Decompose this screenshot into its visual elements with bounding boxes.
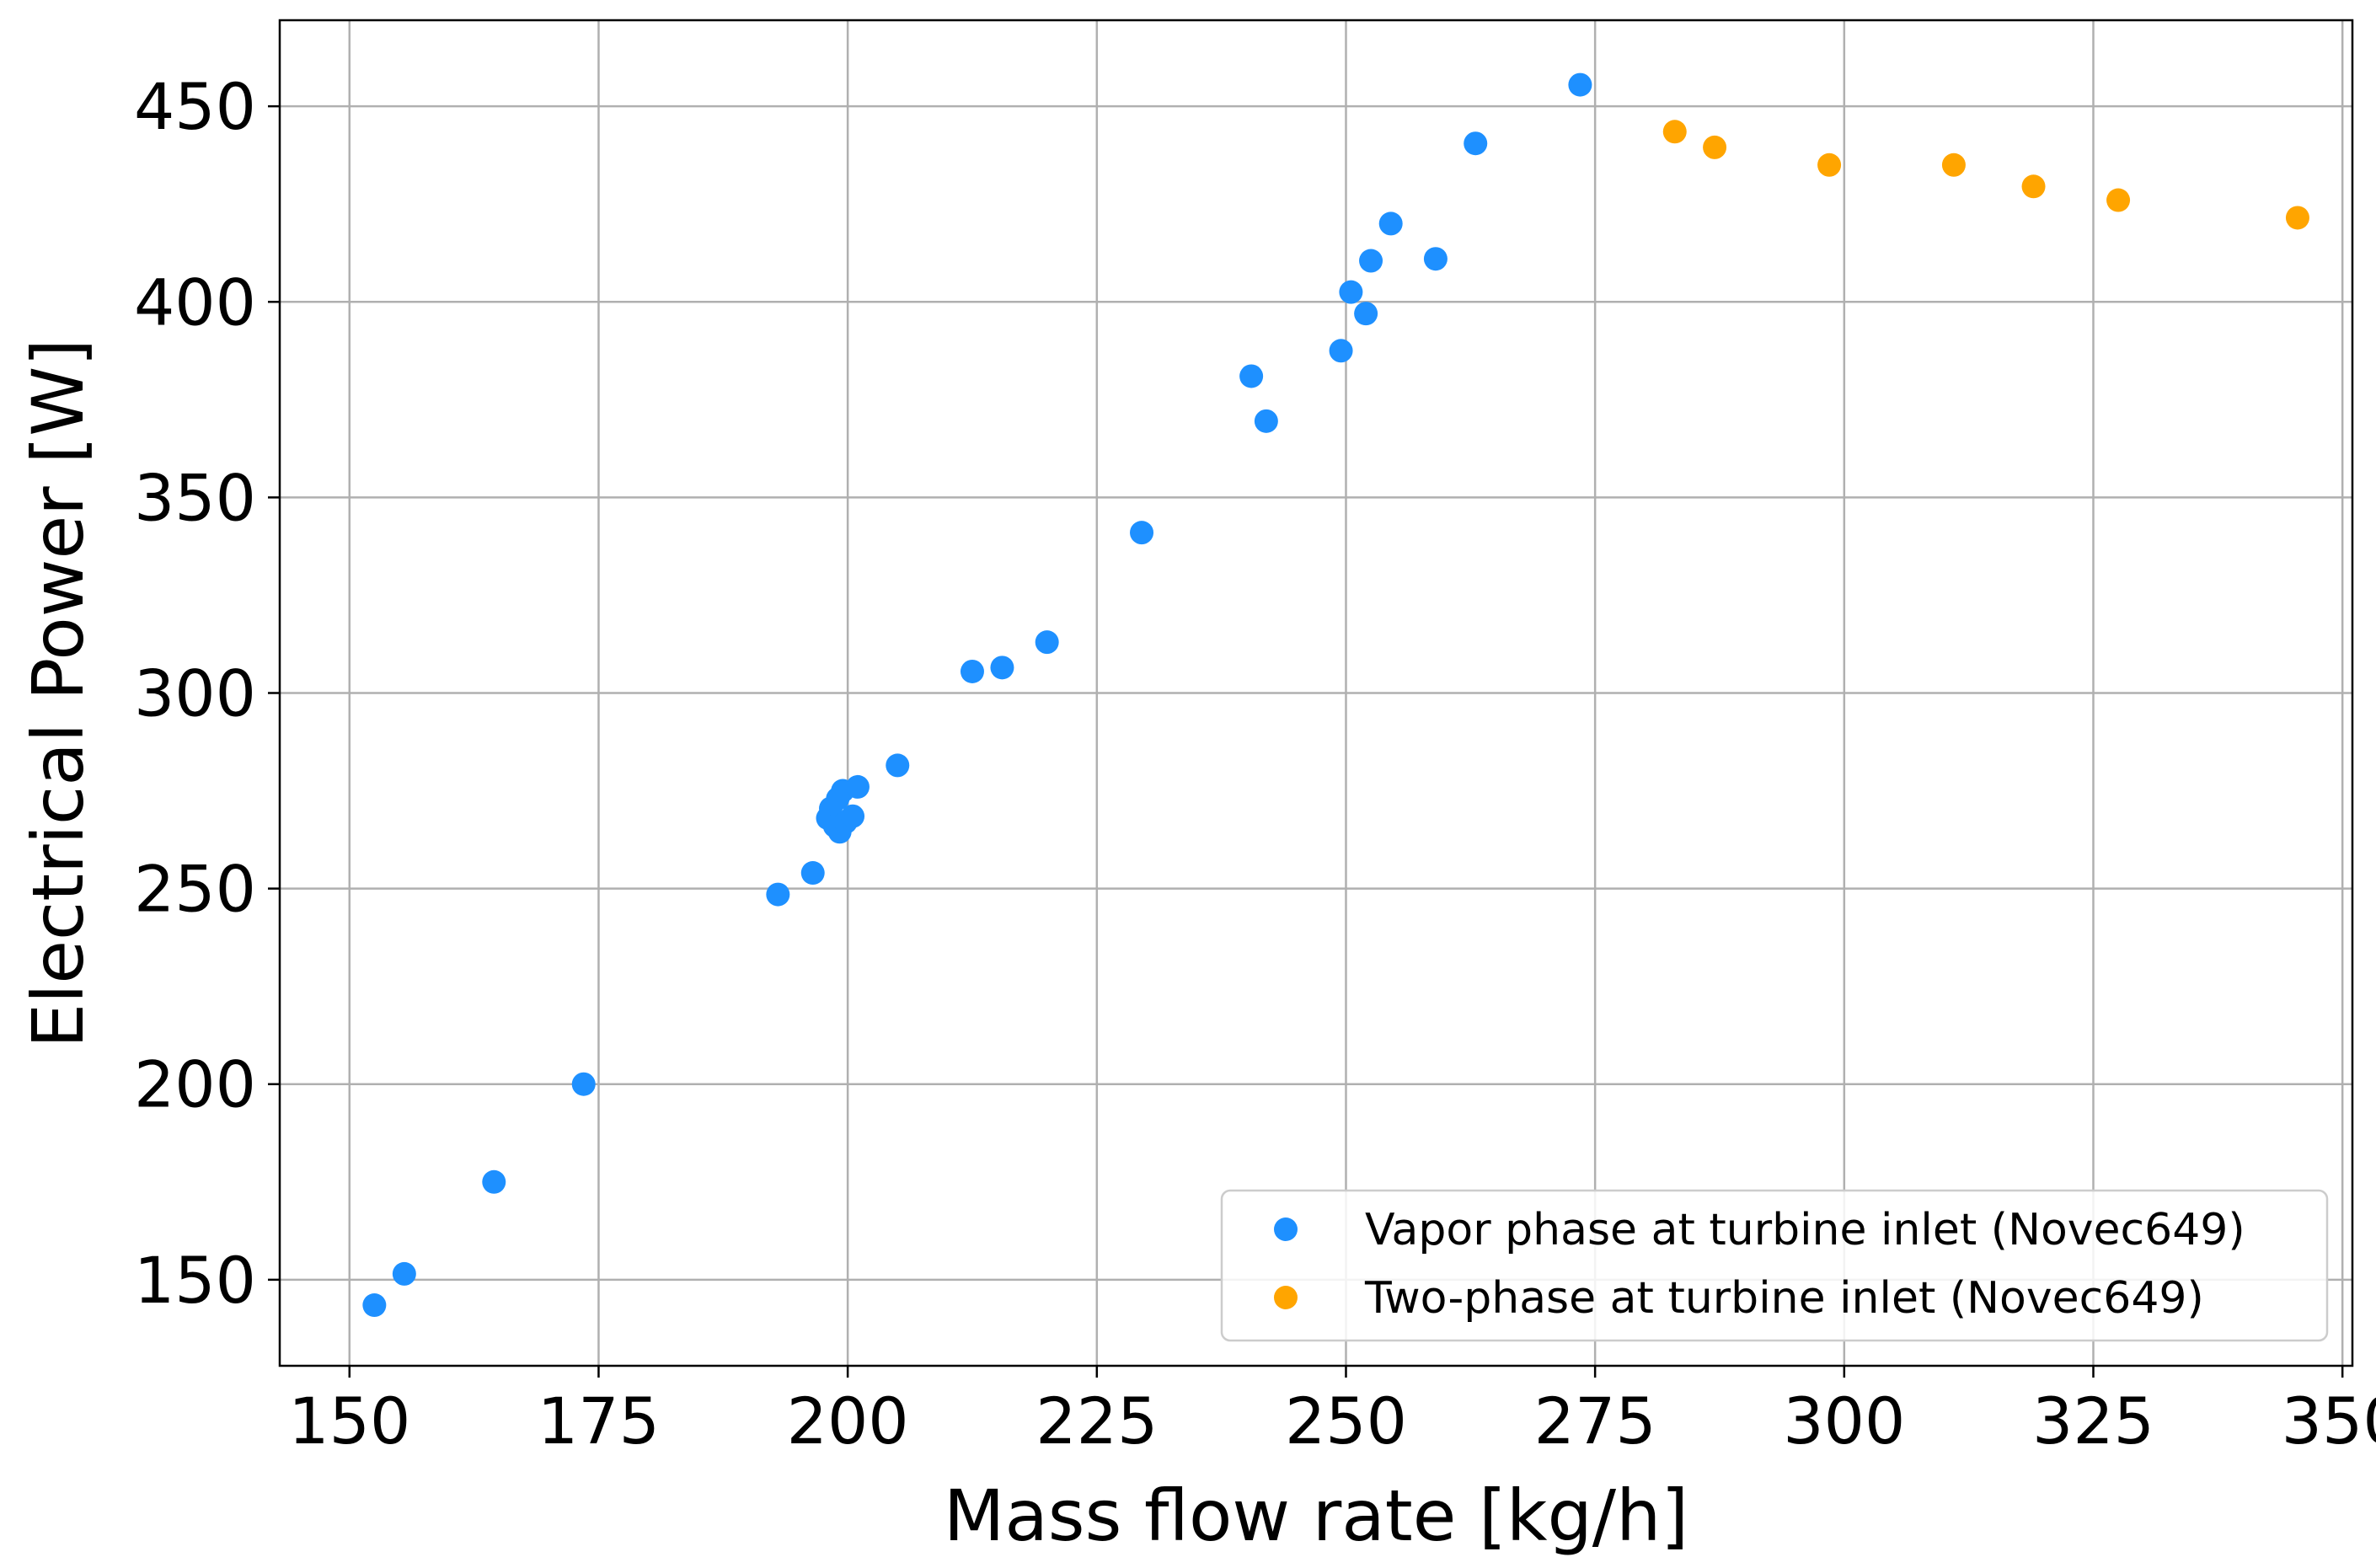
data-points bbox=[362, 72, 2309, 1318]
data-point-two-phase bbox=[1941, 153, 1966, 177]
y-axis-ticks: 150 200 250 300 350 400 450 bbox=[134, 69, 280, 1318]
data-point-vapor bbox=[1239, 364, 1264, 388]
data-point-vapor bbox=[990, 656, 1014, 680]
x-axis-label: Mass flow rate [kg/h] bbox=[944, 1474, 1688, 1557]
data-point-vapor bbox=[845, 774, 870, 799]
y-tick-label: 250 bbox=[134, 852, 256, 927]
data-point-vapor bbox=[1359, 249, 1383, 273]
y-tick-label: 450 bbox=[134, 69, 256, 144]
data-point-two-phase bbox=[1817, 153, 1842, 177]
data-point-vapor bbox=[1464, 131, 1488, 156]
legend: Vapor phase at turbine inlet (Novec649) … bbox=[1220, 1189, 2329, 1342]
y-tick-label: 200 bbox=[134, 1047, 256, 1122]
data-point-vapor bbox=[800, 861, 825, 886]
x-tick-label: 175 bbox=[538, 1383, 660, 1458]
x-tick-label: 225 bbox=[1035, 1383, 1158, 1458]
data-point-vapor bbox=[886, 753, 910, 778]
x-tick-label: 250 bbox=[1285, 1383, 1407, 1458]
data-point-vapor bbox=[482, 1169, 506, 1194]
legend-marker-two-phase bbox=[1274, 1286, 1298, 1309]
data-point-two-phase bbox=[2106, 188, 2131, 212]
x-tick-label: 350 bbox=[2282, 1383, 2376, 1458]
data-point-two-phase bbox=[2285, 206, 2309, 230]
data-point-vapor bbox=[1130, 521, 1154, 545]
y-tick-label: 150 bbox=[134, 1243, 256, 1318]
data-point-vapor bbox=[362, 1293, 387, 1318]
data-point-vapor bbox=[1423, 247, 1448, 271]
x-axis-ticks: 150 175 200 225 250 275 300 325 350 bbox=[288, 1366, 2376, 1458]
data-point-two-phase bbox=[1662, 120, 1687, 144]
data-point-vapor bbox=[1254, 409, 1278, 433]
x-tick-label: 275 bbox=[1534, 1383, 1656, 1458]
data-point-vapor bbox=[392, 1261, 416, 1286]
y-tick-label: 350 bbox=[134, 460, 256, 535]
data-point-vapor bbox=[571, 1072, 596, 1096]
data-point-vapor bbox=[1378, 211, 1403, 236]
data-point-vapor bbox=[960, 659, 984, 683]
y-tick-label: 300 bbox=[134, 656, 256, 731]
data-point-vapor bbox=[1329, 339, 1353, 363]
y-axis-label: Electrical Power [W] bbox=[17, 339, 99, 1048]
data-point-vapor bbox=[1339, 280, 1363, 304]
x-tick-label: 200 bbox=[787, 1383, 909, 1458]
data-point-two-phase bbox=[1703, 135, 1727, 159]
x-tick-label: 325 bbox=[2032, 1383, 2154, 1458]
data-point-vapor bbox=[1354, 302, 1378, 326]
x-tick-label: 150 bbox=[288, 1383, 410, 1458]
plot-area-frame bbox=[278, 19, 2354, 1367]
data-point-vapor bbox=[841, 804, 865, 828]
data-point-vapor bbox=[766, 882, 790, 907]
data-point-two-phase bbox=[2021, 174, 2046, 199]
legend-label-two-phase: Two-phase at turbine inlet (Novec649) bbox=[1364, 1273, 2204, 1324]
data-point-vapor bbox=[1035, 630, 1059, 655]
data-point-vapor bbox=[1568, 72, 1592, 97]
y-tick-label: 400 bbox=[134, 265, 256, 340]
legend-box bbox=[1220, 1189, 2329, 1342]
legend-label-vapor: Vapor phase at turbine inlet (Novec649) bbox=[1365, 1205, 2245, 1255]
legend-marker-vapor bbox=[1274, 1217, 1298, 1241]
x-tick-label: 300 bbox=[1783, 1383, 1905, 1458]
